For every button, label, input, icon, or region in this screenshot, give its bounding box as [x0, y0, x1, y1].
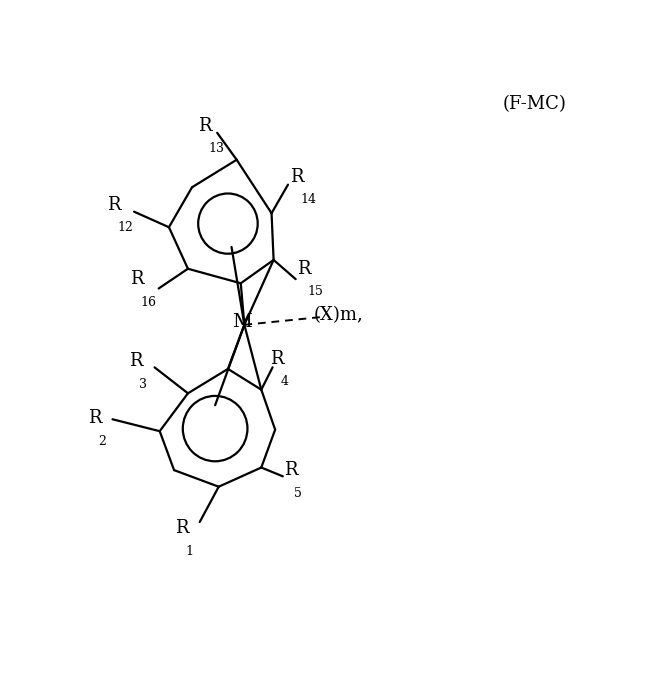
Text: 4: 4 — [281, 375, 289, 388]
Text: 5: 5 — [294, 487, 302, 499]
Text: M: M — [232, 313, 252, 331]
Text: R: R — [129, 353, 142, 370]
Text: 16: 16 — [140, 296, 156, 309]
Text: R: R — [88, 409, 101, 427]
Text: R: R — [291, 168, 304, 186]
Text: 3: 3 — [139, 377, 147, 391]
Text: R: R — [297, 260, 310, 278]
Text: R: R — [271, 350, 284, 368]
Text: R: R — [198, 117, 212, 135]
Text: 15: 15 — [307, 285, 323, 299]
Text: R: R — [130, 270, 144, 288]
Text: 13: 13 — [209, 142, 224, 155]
Text: R: R — [284, 461, 297, 479]
Text: R: R — [175, 520, 189, 537]
Text: 2: 2 — [98, 435, 106, 448]
Text: 12: 12 — [118, 221, 134, 234]
Text: (X)m,: (X)m, — [314, 307, 363, 324]
Text: 14: 14 — [301, 193, 317, 206]
Text: R: R — [107, 195, 121, 214]
Text: 1: 1 — [185, 545, 193, 558]
Text: (F-MC): (F-MC) — [502, 95, 566, 113]
